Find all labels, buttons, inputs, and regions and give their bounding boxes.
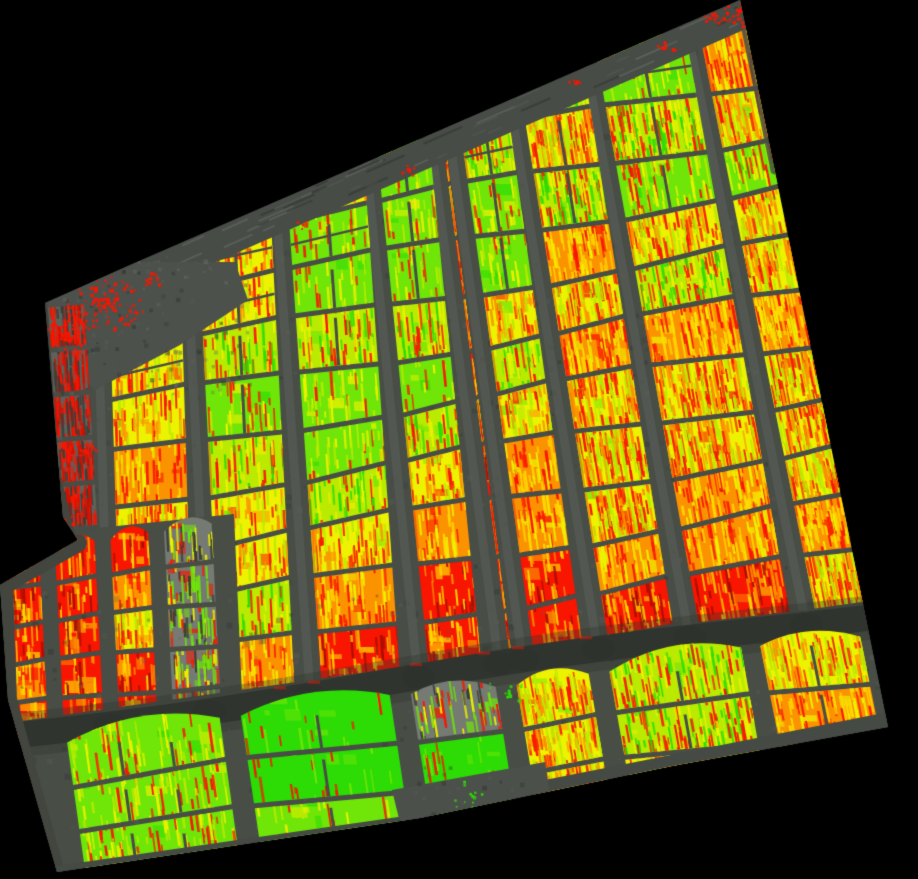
ndvi-orthomosaic-canvas xyxy=(0,0,918,879)
ndvi-map-viewport xyxy=(0,0,918,879)
